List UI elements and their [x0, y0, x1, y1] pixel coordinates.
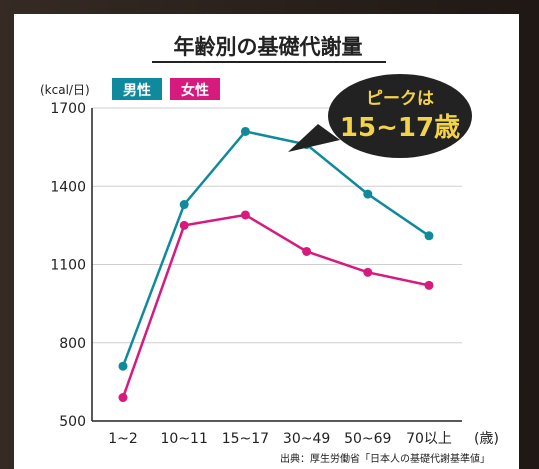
- x-tick-label: 50~69: [344, 431, 391, 447]
- data-point: [302, 246, 312, 256]
- legend: 男性 女性: [112, 78, 220, 100]
- source-note: 出典：厚生労働省「日本人の基礎代謝基準値」: [280, 452, 490, 465]
- callout-line2: 15~17歳: [340, 113, 460, 143]
- chart-title: 年齢別の基礎代謝量: [174, 35, 363, 59]
- y-tick-label: 1700: [50, 101, 86, 117]
- y-tick-label: 500: [59, 414, 86, 430]
- x-axis-unit: (歳): [474, 431, 499, 447]
- gridlines: [92, 107, 462, 344]
- data-point: [363, 267, 373, 277]
- legend-swatch-female: [170, 78, 220, 100]
- axes: [91, 108, 462, 422]
- data-point: [240, 210, 250, 220]
- data-point: [424, 231, 434, 241]
- x-tick-label: 1~2: [108, 431, 138, 447]
- x-tick-label: 70以上: [406, 431, 452, 447]
- data-point: [179, 200, 189, 210]
- x-tick-label: 10~11: [161, 431, 208, 447]
- series-line-0: [121, 130, 430, 367]
- x-tick-label: 15~17: [222, 431, 269, 447]
- y-tick-labels: 500 800 1100 1400 1700: [50, 101, 86, 430]
- callout-tail: [288, 124, 340, 152]
- legend-swatch-male: [112, 78, 162, 100]
- data-point: [118, 393, 128, 403]
- data-point: [118, 361, 128, 371]
- callout-line1: ピークは: [366, 89, 434, 109]
- data-point: [363, 189, 373, 199]
- legend-label-male: 男性: [123, 82, 151, 99]
- legend-label-female: 女性: [181, 82, 209, 99]
- y-tick-label: 800: [59, 336, 86, 352]
- data-point: [424, 280, 434, 290]
- peak-callout: ピークは 15~17歳: [288, 74, 472, 158]
- callout-bubble: [328, 74, 472, 158]
- y-tick-label: 1400: [50, 179, 86, 195]
- y-axis-unit: (kcal/日): [40, 83, 90, 97]
- data-point: [240, 126, 250, 136]
- x-tick-label: 30~49: [283, 431, 330, 447]
- series-line-1: [121, 213, 430, 398]
- x-tick-labels: 1~2 10~11 15~17 30~49 50~69 70以上: [108, 431, 452, 447]
- data-point: [179, 220, 189, 230]
- y-tick-label: 1100: [50, 258, 86, 274]
